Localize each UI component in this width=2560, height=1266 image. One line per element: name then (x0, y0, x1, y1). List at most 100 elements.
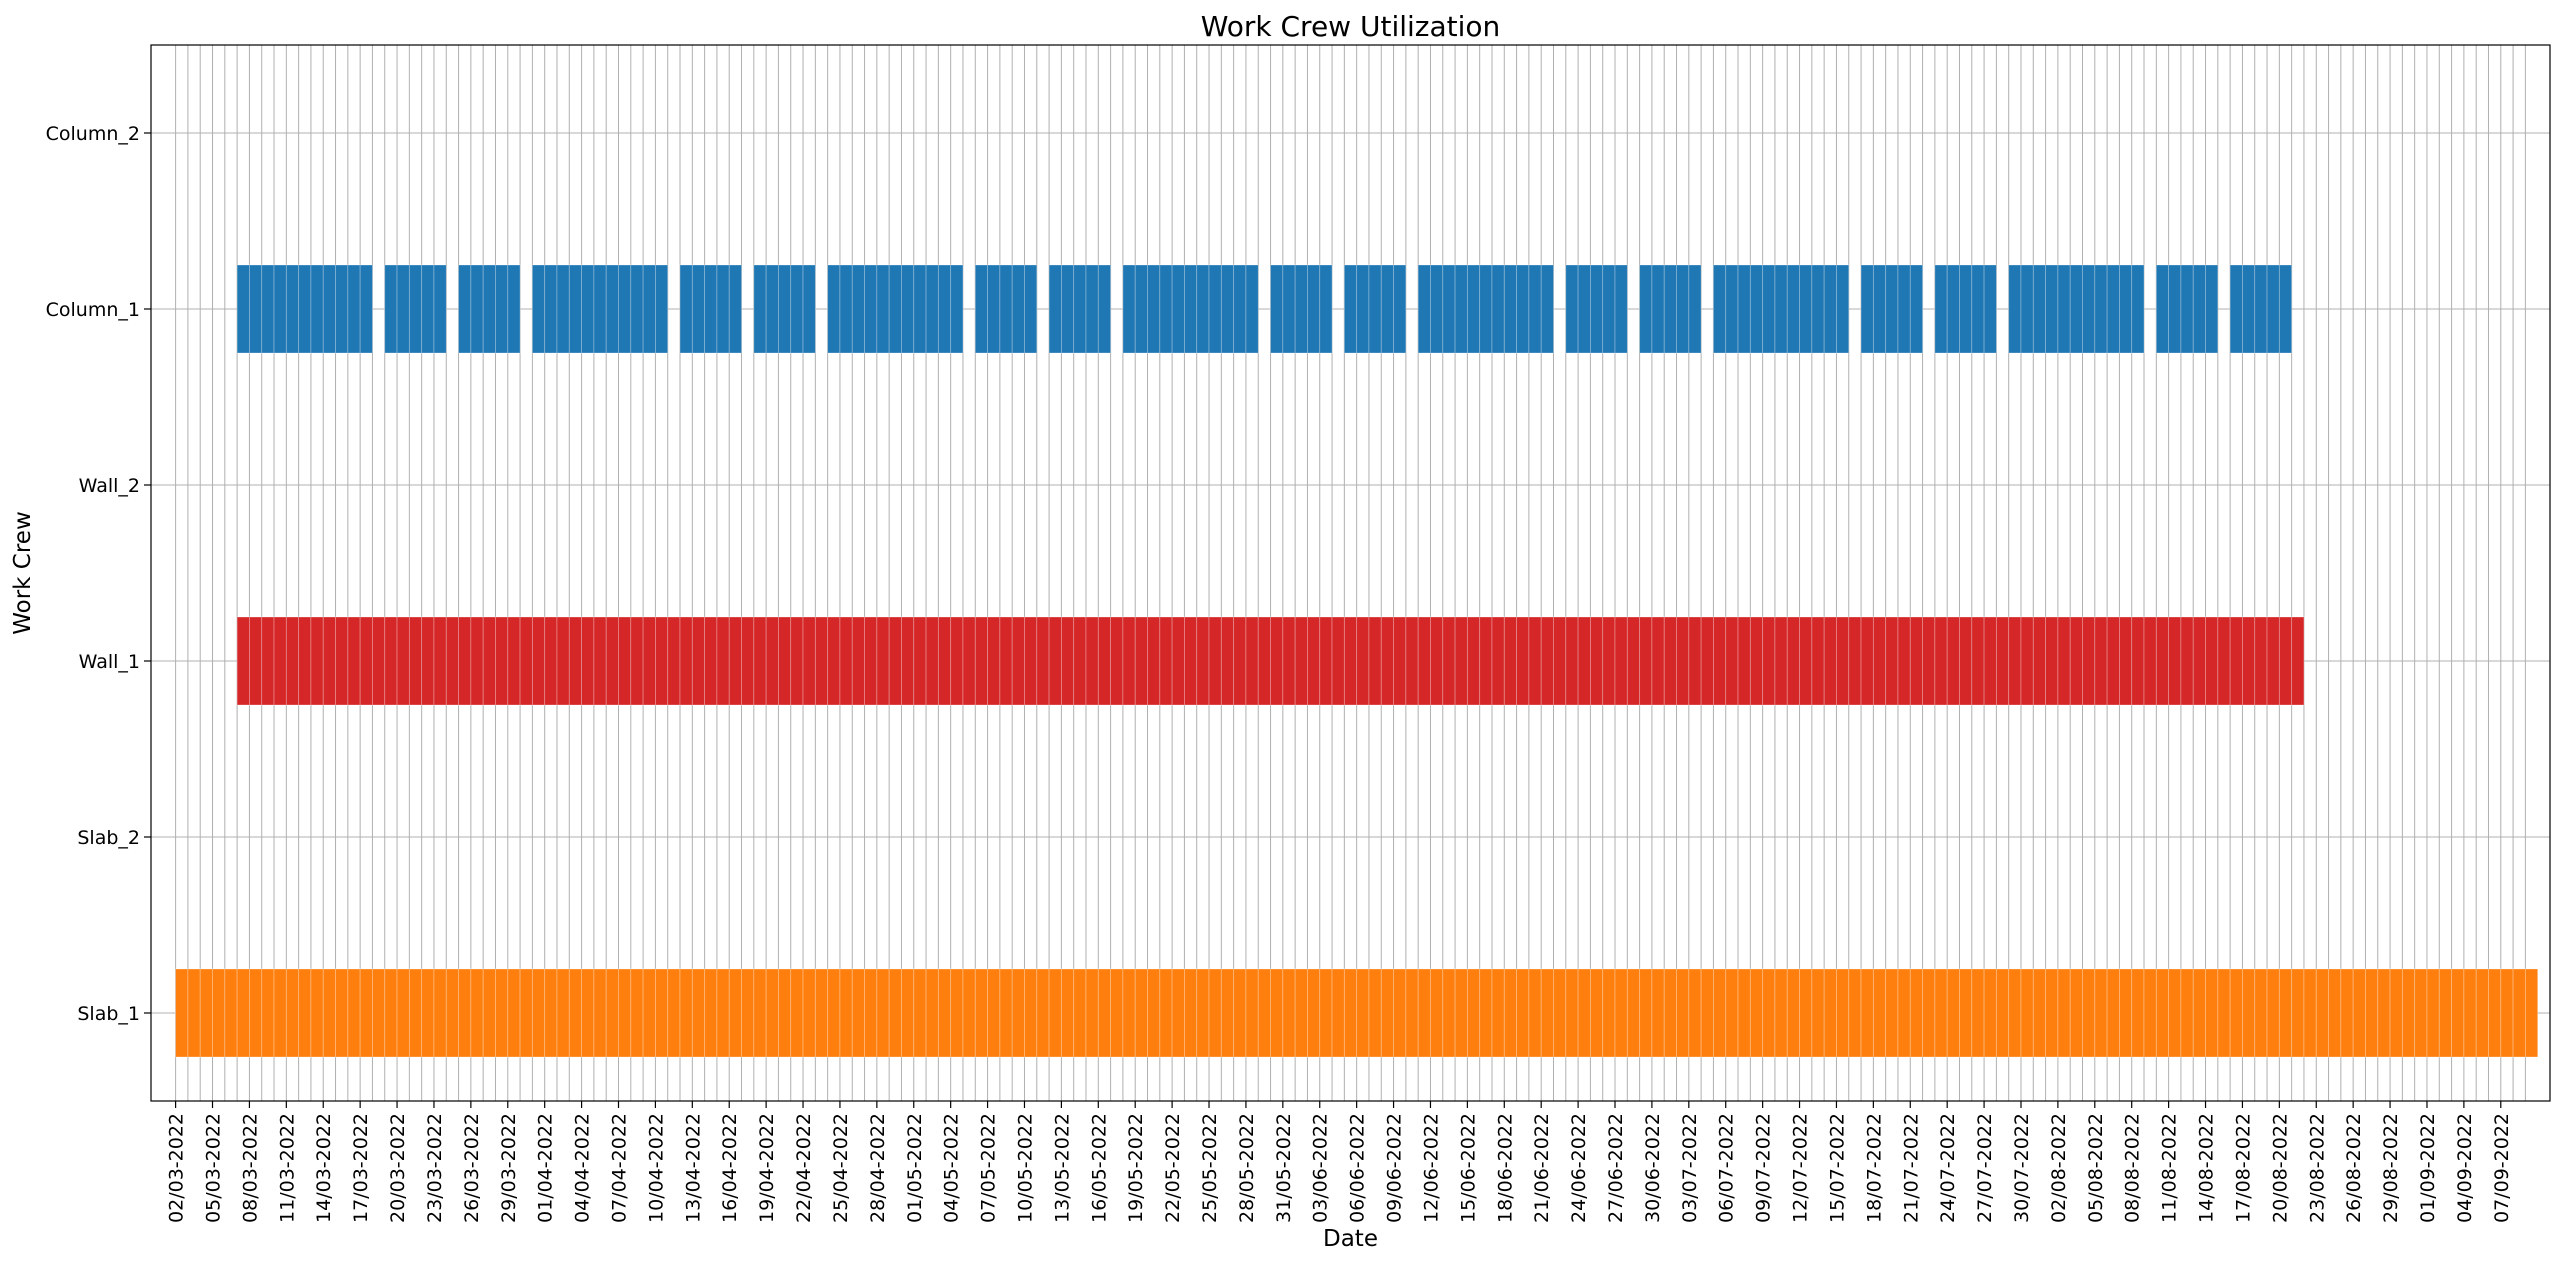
bar-column-1 (1651, 264, 1665, 354)
bar-column-1 (1503, 264, 1517, 354)
bar-slab-1 (2045, 968, 2059, 1058)
bar-slab-1 (1442, 968, 1456, 1058)
bar-wall-1 (1048, 616, 1062, 706)
bar-column-1 (1811, 264, 1825, 354)
bar-slab-1 (2475, 968, 2489, 1058)
bar-column-1 (937, 264, 952, 354)
bar-slab-1 (2131, 968, 2145, 1058)
bar-wall-1 (1122, 616, 1136, 706)
x-tick-label: 23/03-2022 (424, 1113, 446, 1223)
bar-column-1 (1565, 264, 1579, 354)
bar-slab-1 (236, 968, 250, 1058)
bar-column-1 (1442, 264, 1456, 354)
bar-slab-1 (212, 968, 226, 1058)
bar-wall-1 (273, 616, 287, 706)
bar-slab-1 (249, 968, 263, 1058)
bar-wall-1 (2008, 616, 2022, 706)
bar-slab-1 (1011, 968, 1025, 1058)
bar-wall-1 (2205, 616, 2219, 706)
bar-slab-1 (1060, 968, 1075, 1058)
bar-column-1 (2229, 264, 2243, 354)
bar-wall-1 (2217, 616, 2231, 706)
x-tick-label: 13/04-2022 (682, 1113, 704, 1223)
x-tick-label: 29/08-2022 (2380, 1113, 2402, 1223)
bar-slab-1 (2401, 968, 2416, 1058)
bar-column-1 (1516, 264, 1530, 354)
bar-column-1 (987, 264, 1001, 354)
x-axis-ticks: 02/03-2022 05/03-2022 08/03-2022 11/03-2022… (166, 1101, 2513, 1223)
y-axis-ticks: Column_2 Column_1 Wall_2 Wall_1 Slab_2 Slab_1 (46, 123, 151, 1025)
bar-slab-1 (544, 968, 558, 1058)
bar-wall-1 (322, 616, 336, 706)
bar-wall-1 (1184, 616, 1198, 706)
bar-slab-1 (1516, 968, 1530, 1058)
bar-slab-1 (2451, 968, 2465, 1058)
bar-wall-1 (1577, 616, 1591, 706)
x-tick-label: 20/03-2022 (387, 1113, 409, 1223)
bar-slab-1 (2032, 968, 2046, 1058)
bar-slab-1 (1713, 968, 1727, 1058)
bar-column-1 (851, 264, 865, 354)
bar-wall-1 (1356, 616, 1370, 706)
bar-column-1 (1011, 264, 1025, 354)
bar-column-1 (1749, 264, 1764, 354)
bar-slab-1 (1676, 968, 1690, 1058)
bar-wall-1 (1799, 616, 1813, 706)
bar-slab-1 (839, 968, 853, 1058)
bar-column-1 (913, 264, 927, 354)
bar-wall-1 (2082, 616, 2096, 706)
bar-slab-1 (285, 968, 300, 1058)
bar-column-1 (531, 264, 546, 354)
bar-slab-1 (408, 968, 423, 1058)
bar-column-1 (1590, 264, 1604, 354)
bar-wall-1 (851, 616, 865, 706)
bar-wall-1 (1331, 616, 1345, 706)
x-tick-label: 03/06-2022 (1310, 1113, 1332, 1223)
bar-wall-1 (962, 616, 976, 706)
x-tick-label: 26/03-2022 (461, 1113, 483, 1223)
bar-column-1 (704, 264, 718, 354)
bar-column-1 (925, 264, 939, 354)
bar-wall-1 (618, 616, 632, 706)
bar-slab-1 (1626, 968, 1641, 1058)
bar-slab-1 (507, 968, 521, 1058)
bar-column-1 (495, 264, 509, 354)
bar-slab-1 (765, 968, 779, 1058)
x-tick-label: 16/04-2022 (719, 1113, 741, 1223)
bar-slab-1 (359, 968, 373, 1058)
bar-slab-1 (2303, 968, 2317, 1058)
bar-wall-1 (1171, 616, 1185, 706)
bar-slab-1 (421, 968, 435, 1058)
bar-column-1 (1983, 264, 1997, 354)
bar-column-1 (2242, 264, 2256, 354)
bar-wall-1 (2168, 616, 2182, 706)
bar-wall-1 (1811, 616, 1825, 706)
bar-column-1 (322, 264, 336, 354)
bar-wall-1 (1368, 616, 1382, 706)
bar-wall-1 (1626, 616, 1641, 706)
bar-column-1 (2069, 264, 2083, 354)
bar-wall-1 (1380, 616, 1394, 706)
bar-wall-1 (1786, 616, 1800, 706)
bar-slab-1 (778, 968, 792, 1058)
bar-wall-1 (901, 616, 915, 706)
bar-slab-1 (347, 968, 361, 1058)
bar-slab-1 (396, 968, 410, 1058)
bar-slab-1 (2278, 968, 2293, 1058)
bar-slab-1 (1946, 968, 1960, 1058)
bar-wall-1 (1688, 616, 1702, 706)
x-tick-label: 04/09-2022 (2454, 1113, 2476, 1223)
bar-column-1 (1270, 264, 1284, 354)
bar-wall-1 (1442, 616, 1456, 706)
bar-wall-1 (1528, 616, 1542, 706)
bar-column-1 (421, 264, 435, 354)
bar-column-1 (1909, 264, 1923, 354)
bar-wall-1 (2242, 616, 2256, 706)
bar-slab-1 (1540, 968, 1554, 1058)
bar-slab-1 (1995, 968, 2010, 1058)
bar-slab-1 (1614, 968, 1628, 1058)
bar-wall-1 (1417, 616, 1431, 706)
bar-slab-1 (925, 968, 939, 1058)
bar-slab-1 (2020, 968, 2034, 1058)
x-tick-label: 17/08-2022 (2232, 1113, 2254, 1223)
